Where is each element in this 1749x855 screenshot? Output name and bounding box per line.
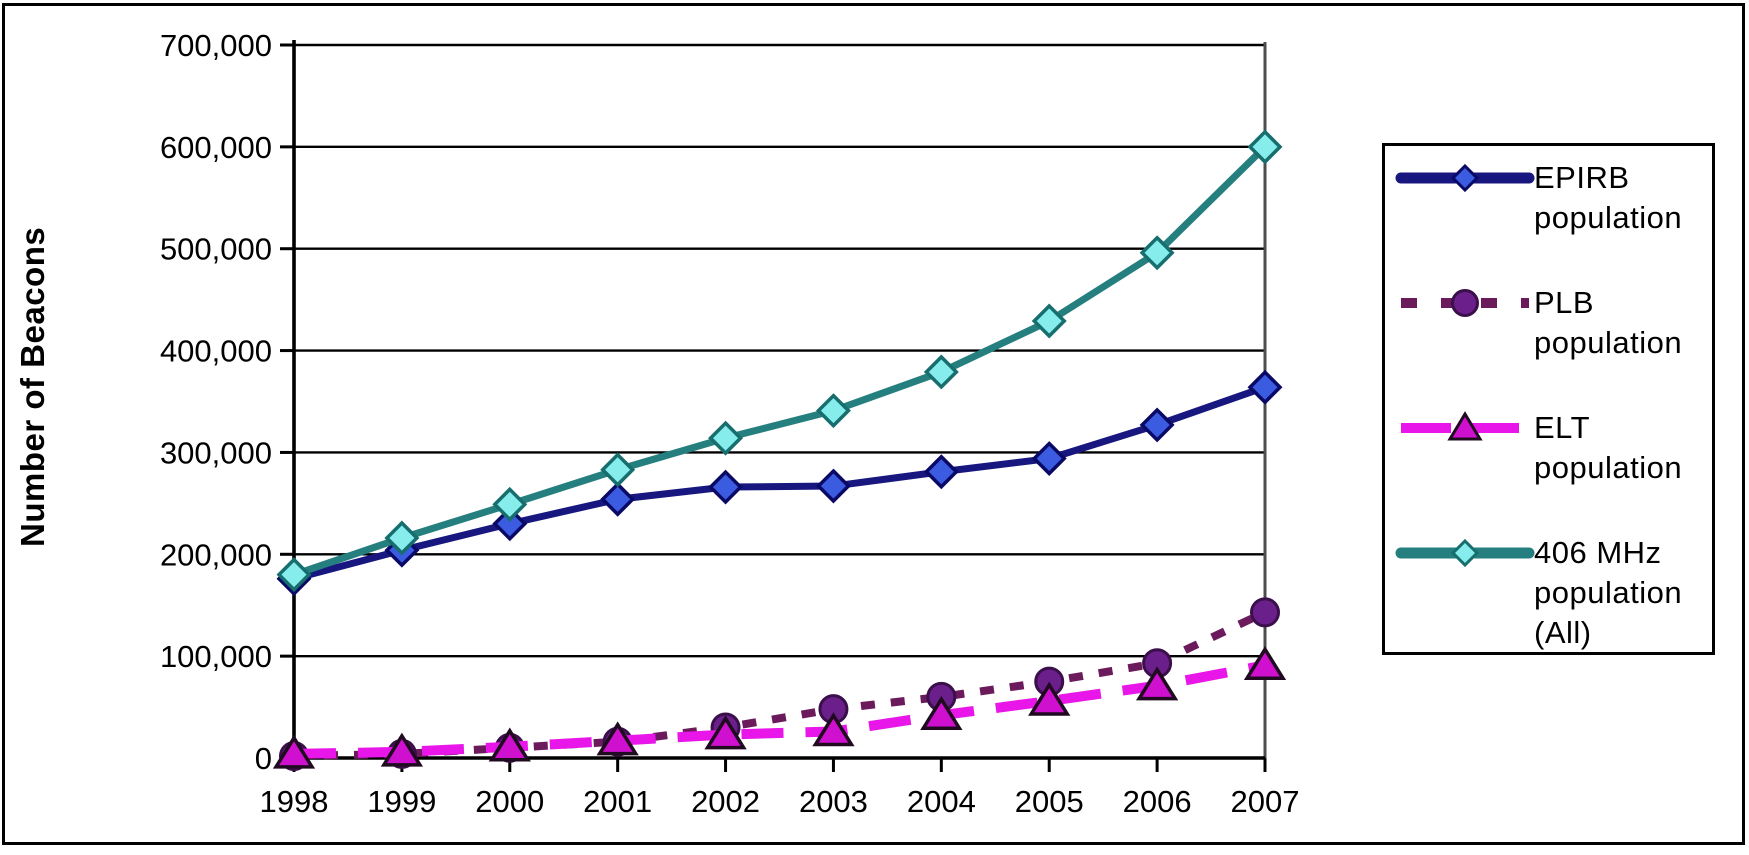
triangle-marker [272, 734, 316, 769]
y-tick-label: 400,000 [160, 334, 272, 369]
elt-line-swatch-icon [1401, 411, 1529, 441]
x-tick-label: 2005 [1015, 784, 1084, 819]
diamond-marker [815, 393, 851, 429]
x-tick-label: 2000 [475, 784, 544, 819]
triangle-marker [380, 732, 424, 767]
plb-line-swatch-icon [1401, 289, 1529, 317]
triangle-marker [1028, 681, 1071, 716]
diamond-marker [815, 468, 851, 504]
legend-marker [1450, 538, 1480, 568]
diamond-marker [1031, 303, 1067, 339]
406mhz-line-swatch-icon [1395, 538, 1535, 568]
series-epirb-population [276, 369, 1283, 597]
x-tick-label: 2003 [799, 784, 868, 819]
triangle-marker [1135, 666, 1179, 701]
legend-label-epirb: EPIRB population [1534, 160, 1683, 235]
y-tick-label: 300,000 [160, 435, 272, 470]
triangle-marker [704, 715, 747, 750]
y-tick-label: 200,000 [160, 537, 272, 572]
legend-marker [1447, 411, 1483, 441]
diamond-marker [384, 520, 420, 556]
legend-label-elt: ELT population [1534, 410, 1683, 485]
y-tick-label: 700,000 [160, 28, 272, 63]
diamond-marker [1247, 369, 1283, 405]
legend-item-406mhz: 406 MHz population (All) [1395, 533, 1712, 653]
diamond-marker [276, 557, 312, 593]
y-tick-label: 0 [255, 741, 272, 776]
triangle-marker [488, 727, 531, 762]
y-tick-label: 500,000 [160, 232, 272, 267]
y-tick-label: 100,000 [160, 639, 272, 674]
diamond-marker [492, 486, 528, 522]
circle-marker [1250, 597, 1280, 628]
diamond-marker [1139, 235, 1175, 271]
diamond-marker [708, 469, 744, 505]
series-line [292, 144, 1268, 578]
diamond-marker [600, 452, 636, 488]
legend-label-plb: PLB population [1534, 285, 1683, 360]
triangle-marker [920, 695, 963, 730]
series-406-mhz-population-all [276, 129, 1283, 593]
diamond-marker [600, 481, 636, 517]
diamond-marker [1247, 129, 1283, 165]
triangle-marker [812, 712, 855, 747]
diamond-marker [923, 454, 959, 490]
triangle-marker [1243, 645, 1287, 681]
x-tick-label: 2002 [691, 784, 760, 819]
series-line [293, 383, 1267, 583]
legend-item-plb: PLB population [1399, 283, 1712, 363]
x-tick-label: 2007 [1231, 784, 1300, 819]
x-tick-label: 2001 [583, 784, 652, 819]
diamond-marker [923, 354, 959, 390]
series-plb-population [279, 597, 1280, 771]
x-tick-label: 1999 [367, 784, 436, 819]
x-tick-label: 2004 [907, 784, 976, 819]
legend-label-406mhz: 406 MHz population (All) [1534, 535, 1683, 650]
y-tick-label: 600,000 [160, 130, 272, 165]
triangle-marker [596, 721, 639, 756]
diamond-marker [492, 506, 528, 542]
legend-marker [1450, 163, 1480, 193]
diamond-marker [1139, 407, 1175, 443]
diamond-marker [1031, 441, 1067, 477]
epirb-line-swatch-icon [1395, 163, 1535, 193]
legend-marker [1451, 289, 1479, 317]
series-line [293, 660, 1266, 759]
x-tick-label: 1998 [260, 784, 329, 819]
series-elt-population [272, 645, 1287, 769]
legend-item-elt: ELT population [1399, 408, 1712, 488]
x-tick-label: 2006 [1123, 784, 1192, 819]
legend: EPIRB population PLB population ELT popu… [1382, 143, 1715, 655]
legend-item-epirb: EPIRB population [1395, 158, 1712, 238]
diamond-marker [708, 420, 744, 456]
